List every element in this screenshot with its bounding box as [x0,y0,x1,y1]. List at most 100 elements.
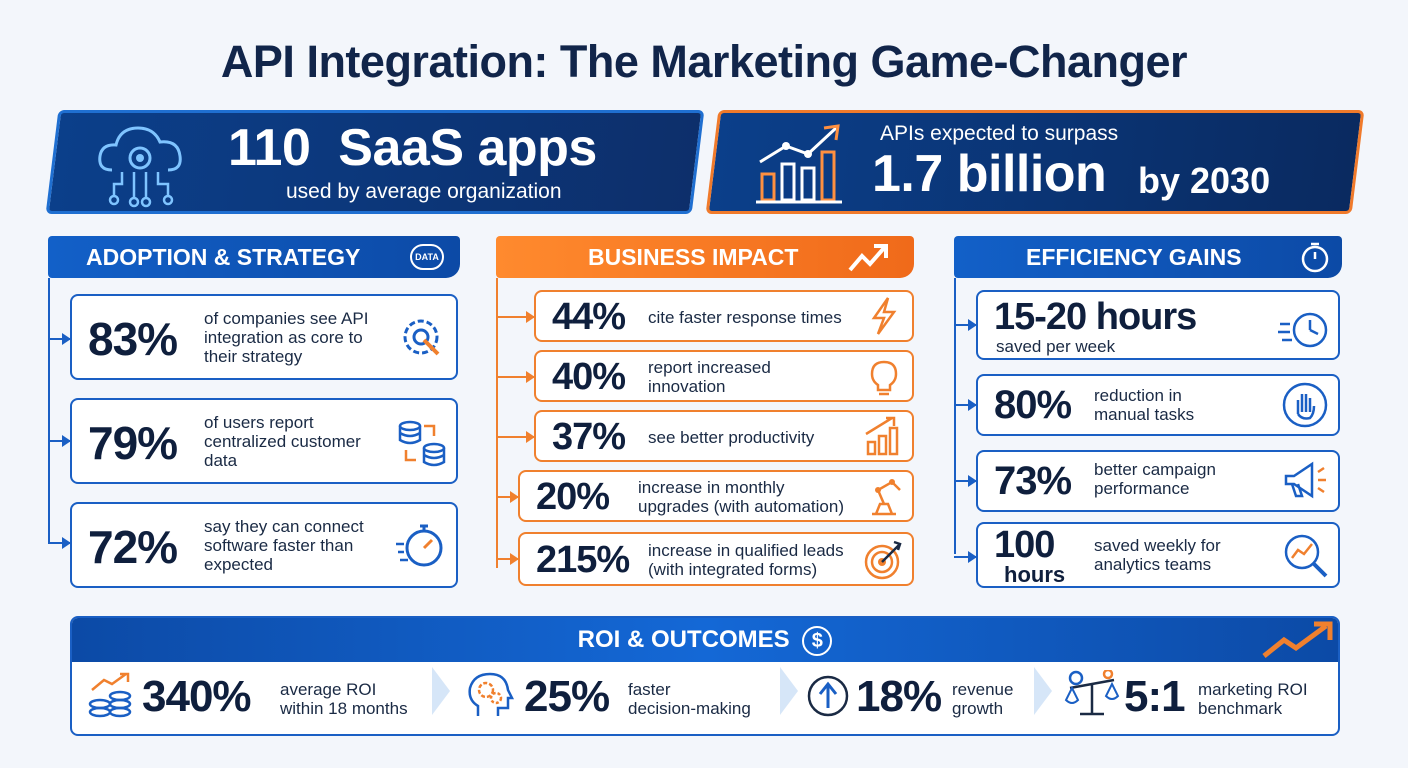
saas-caption: used by average organization [286,180,562,203]
efficiency-card-1 [976,290,1340,360]
target-icon [864,540,902,580]
trend-up-icon [848,244,888,272]
adoption-card-1 [70,294,458,380]
efficiency-header: EFFICIENCY GAINS [954,236,1342,278]
roi-desc-2: faster decision-making [628,680,751,718]
efficiency-desc-1: saved per week [996,337,1116,356]
roi-pct-4: 5:1 [1124,672,1186,721]
adoption-connector [48,278,50,542]
impact-pct-3: 37% [552,416,626,458]
trend-arrow-icon [1262,621,1333,658]
adoption-desc-1: of companies see API integration as core … [204,309,369,366]
impact-connector [496,278,498,568]
page-title: API Integration: The Marketing Game-Chan… [220,36,1188,87]
balance-scale-icon [1064,670,1120,716]
impact-desc-1: cite faster response times [648,308,842,327]
roi-pct-2: 25% [524,672,610,721]
impact-card-3 [534,410,914,462]
impact-card-2 [534,350,914,402]
roi-panel: ROI & OUTCOMES $ [70,616,1340,736]
hand-stop-icon [1282,382,1328,428]
connector-arrow [954,319,977,331]
adoption-desc-2: of users report centralized customer data [204,413,361,470]
adoption-pct-2: 79% [88,417,178,469]
coins-growth-icon [88,672,132,718]
impact-pct-1: 44% [552,296,626,338]
lightbulb-icon [870,360,898,396]
impact-pct-5: 215% [536,539,630,581]
efficiency-card-4 [976,522,1340,588]
gear-wrench-icon [403,319,440,356]
efficiency-card-2 [976,374,1340,436]
connector-arrow [496,431,535,443]
database-sync-icon [398,420,446,467]
roi-pct-3: 18% [856,672,942,721]
head-gears-icon [468,672,515,716]
adoption-card-2 [70,398,458,484]
saas-unit: SaaS apps [338,119,597,177]
efficiency-pct-4: 100 [994,524,1055,566]
efficiency-card-3 [976,450,1340,512]
timer-icon [1301,242,1329,273]
dollar-icon: $ [802,625,833,656]
roi-desc-4: marketing ROI benchmark [1198,680,1308,718]
impact-card-1 [534,290,914,342]
impact-header: BUSINESS IMPACT [496,236,914,278]
api-number: 1.7 billion [872,145,1107,203]
connector-arrow [954,399,977,411]
roi-header: ROI & OUTCOMES $ [72,618,1338,662]
api-suffix: by 2030 [1138,160,1271,201]
impact-desc-3: see better productivity [648,428,815,447]
adoption-desc-3: say they can connect software faster than… [204,517,364,574]
impact-desc-5: increase in qualified leads (with integra… [648,541,844,579]
efficiency-desc-2: reduction in manual tasks [1094,386,1195,424]
efficiency-pct-1: 15-20 hours [994,296,1197,338]
bar-chart-growth-icon [756,124,842,204]
connector-arrow [496,371,535,383]
efficiency-pct-4-unit: hours [1004,562,1066,587]
impact-pct-2: 40% [552,356,626,398]
connector-arrow [48,333,71,345]
connector-arrow [496,491,519,503]
saas-number: 110 [228,119,311,177]
connector-arrow [496,311,535,323]
adoption-header-label: ADOPTION & STRATEGY [86,244,361,270]
efficiency-pct-3: 73% [994,459,1072,503]
adoption-card-3 [70,502,458,588]
roi-header-label: ROI & OUTCOMES [577,626,790,653]
chevron-right-icon [432,667,450,715]
efficiency-desc-4: saved weekly for analytics teams [1094,536,1221,574]
stopwatch-icon [396,524,443,567]
connector-arrow [48,537,71,549]
api-prefix: APIs expected to surpass [880,122,1119,145]
connector-arrow [954,551,977,563]
efficiency-pct-2: 80% [994,383,1072,427]
impact-desc-4: increase in monthly upgrades (with automa… [638,478,845,516]
robot-arm-icon [872,479,901,516]
magnifier-chart-icon [1284,534,1328,578]
efficiency-connector [954,278,956,554]
bar-chart-icon [865,416,899,456]
lightning-icon [871,297,897,335]
impact-header-label: BUSINESS IMPACT [588,244,799,270]
adoption-header: ADOPTION & STRATEGY [48,236,460,278]
impact-card-4 [518,470,914,522]
connector-arrow [954,475,977,487]
efficiency-desc-3: better campaign performance [1094,460,1216,498]
impact-desc-2: report increased innovation [648,358,771,396]
impact-card-5 [518,532,914,586]
connector-arrow [496,553,519,565]
cloud-gear-icon [98,126,182,208]
roi-pct-1: 340% [142,672,252,721]
fast-clock-icon [1278,312,1328,348]
roi-desc-1: average ROI within 18 months [280,680,408,718]
data-sync-icon: DATA [410,244,444,270]
impact-pct-4: 20% [536,476,610,518]
chevron-right-icon [1034,667,1052,715]
connector-arrow [48,435,71,447]
adoption-pct-3: 72% [88,521,178,573]
efficiency-header-label: EFFICIENCY GAINS [1026,244,1242,270]
roi-desc-3: revenue growth [952,680,1014,718]
megaphone-icon [1284,461,1326,499]
arrow-up-circle-icon [807,675,849,717]
